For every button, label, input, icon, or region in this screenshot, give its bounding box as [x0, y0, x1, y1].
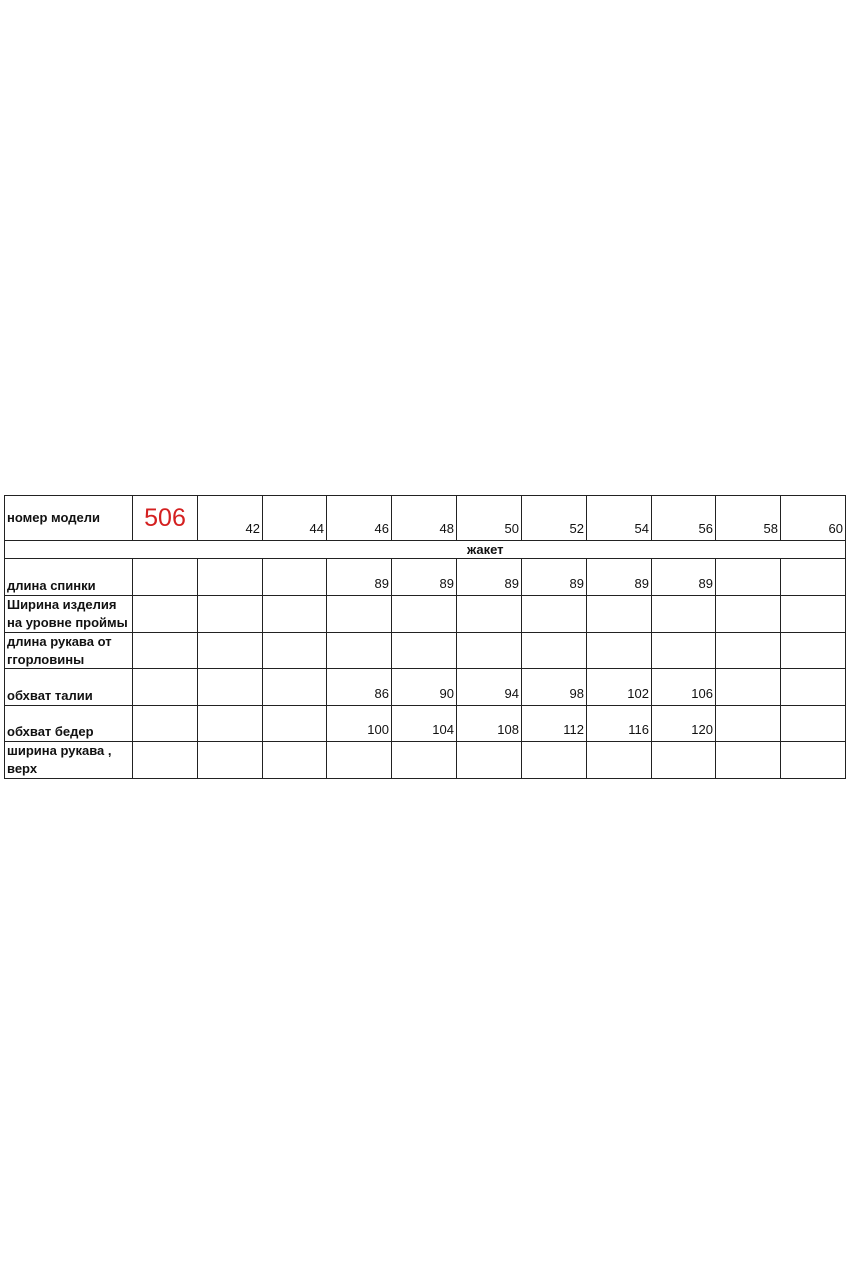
- value-cell: [392, 596, 457, 633]
- size-header: 50: [457, 496, 522, 541]
- row-label-line: обхват талии: [7, 688, 93, 703]
- value-cell: [716, 596, 781, 633]
- value-cell: [587, 633, 652, 669]
- row-label: ширина рукава , верх: [5, 742, 133, 779]
- value-cell: 106: [652, 669, 716, 706]
- value-cell: [457, 633, 522, 669]
- value-cell: [198, 596, 263, 633]
- model-cell: [133, 633, 198, 669]
- size-header: 44: [263, 496, 327, 541]
- value-cell: 89: [587, 559, 652, 596]
- value-cell: [652, 596, 716, 633]
- value-cell: 98: [522, 669, 587, 706]
- row-label: обхват бедер: [5, 706, 133, 742]
- size-header: 54: [587, 496, 652, 541]
- row-label-line: ширина рукава ,: [7, 743, 112, 758]
- value-cell: [781, 706, 846, 742]
- value-cell: [327, 742, 392, 779]
- value-cell: [263, 559, 327, 596]
- model-cell: [133, 669, 198, 706]
- value-cell: [587, 742, 652, 779]
- value-cell: 94: [457, 669, 522, 706]
- value-cell: [781, 633, 846, 669]
- value-cell: [716, 559, 781, 596]
- value-cell: 116: [587, 706, 652, 742]
- value-cell: [198, 669, 263, 706]
- value-cell: [198, 706, 263, 742]
- value-cell: [198, 742, 263, 779]
- value-cell: 100: [327, 706, 392, 742]
- value-cell: 102: [587, 669, 652, 706]
- value-cell: [263, 596, 327, 633]
- value-cell: 90: [392, 669, 457, 706]
- value-cell: [522, 596, 587, 633]
- value-cell: [781, 596, 846, 633]
- value-cell: [327, 596, 392, 633]
- value-cell: [392, 633, 457, 669]
- row-label-line: Ширина изделия: [7, 597, 117, 612]
- value-cell: 89: [392, 559, 457, 596]
- value-cell: [198, 559, 263, 596]
- value-cell: [781, 669, 846, 706]
- value-cell: [716, 706, 781, 742]
- size-header: 48: [392, 496, 457, 541]
- row-label: обхват талии: [5, 669, 133, 706]
- row-label-line: на уровне проймы: [7, 615, 128, 630]
- model-cell: [133, 596, 198, 633]
- model-cell: [133, 706, 198, 742]
- model-number: 506: [133, 496, 198, 541]
- row-label-line: верх: [7, 761, 38, 776]
- model-cell: [133, 559, 198, 596]
- row-label: длина спинки: [5, 559, 133, 596]
- model-cell: [133, 742, 198, 779]
- value-cell: [652, 633, 716, 669]
- value-cell: [327, 633, 392, 669]
- size-header: 60: [781, 496, 846, 541]
- value-cell: 89: [652, 559, 716, 596]
- size-header: 42: [198, 496, 263, 541]
- row-label-line: обхват бедер: [7, 724, 94, 739]
- value-cell: 108: [457, 706, 522, 742]
- header-label: номер модели: [5, 496, 133, 541]
- row-label: Ширина изделия на уровне проймы: [5, 596, 133, 633]
- value-cell: 120: [652, 706, 716, 742]
- size-table: номер модели 506 42 44 46 48 50 52 54 56 58 60 жакет…: [4, 495, 846, 779]
- value-cell: [781, 742, 846, 779]
- value-cell: [263, 706, 327, 742]
- value-cell: [716, 669, 781, 706]
- value-cell: [522, 742, 587, 779]
- row-label: длина рукава от ггорловины: [5, 633, 133, 669]
- row-label-line: длина спинки: [7, 578, 96, 593]
- size-header: 52: [522, 496, 587, 541]
- size-header: 46: [327, 496, 392, 541]
- value-cell: [263, 742, 327, 779]
- value-cell: [263, 633, 327, 669]
- row-label-line: ггорловины: [7, 652, 85, 667]
- value-cell: [781, 559, 846, 596]
- value-cell: [263, 669, 327, 706]
- value-cell: [716, 633, 781, 669]
- size-header: 58: [716, 496, 781, 541]
- row-label-line: длина рукава от: [7, 634, 112, 649]
- value-cell: 86: [327, 669, 392, 706]
- value-cell: [522, 633, 587, 669]
- value-cell: [457, 742, 522, 779]
- value-cell: [198, 633, 263, 669]
- size-header: 56: [652, 496, 716, 541]
- value-cell: [587, 596, 652, 633]
- value-cell: 89: [327, 559, 392, 596]
- value-cell: 89: [522, 559, 587, 596]
- value-cell: [716, 742, 781, 779]
- value-cell: 104: [392, 706, 457, 742]
- value-cell: 112: [522, 706, 587, 742]
- value-cell: [652, 742, 716, 779]
- value-cell: 89: [457, 559, 522, 596]
- value-cell: [392, 742, 457, 779]
- section-title: жакет: [5, 541, 846, 559]
- value-cell: [457, 596, 522, 633]
